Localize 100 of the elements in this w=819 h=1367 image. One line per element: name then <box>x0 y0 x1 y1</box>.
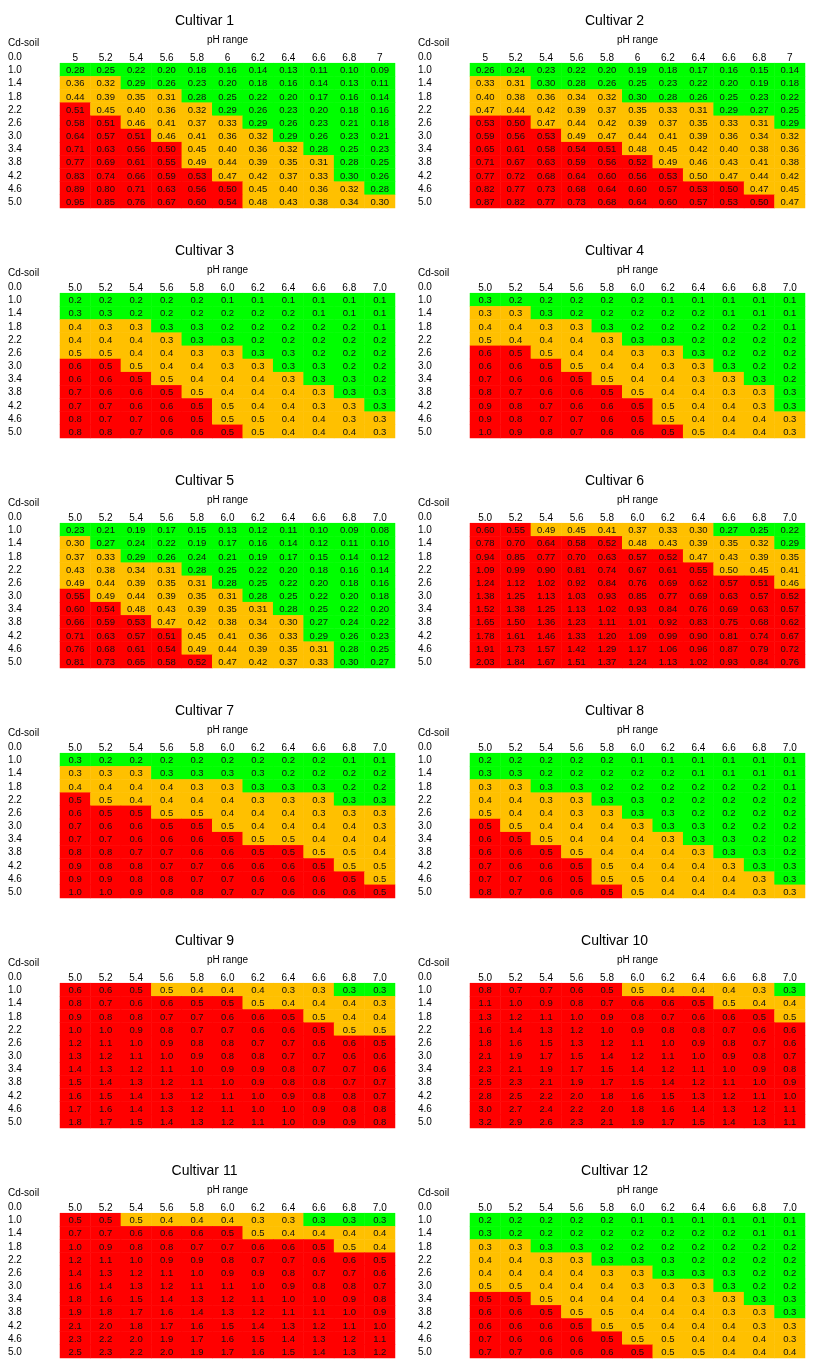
x-tick-label: 7.0 <box>782 511 798 523</box>
data-label: 0.5 <box>630 885 645 897</box>
data-label: 0.2 <box>691 1253 706 1265</box>
data-label: 0.7 <box>342 1266 356 1278</box>
data-label: 1.24 <box>475 576 495 588</box>
data-label: 0.23 <box>65 524 85 536</box>
data-label: 0.4 <box>478 1266 492 1278</box>
y-tick-label: 2.6 <box>8 116 23 128</box>
x-tick-label: 6.8 <box>342 971 357 983</box>
data-label: 1.0 <box>159 1050 174 1062</box>
data-label: 0.25 <box>370 642 390 654</box>
data-label: 1.9 <box>539 1063 553 1075</box>
y-tick-label: 1.4 <box>418 1227 433 1239</box>
x-axis-title: pH range <box>616 493 659 505</box>
data-label: 0.39 <box>567 103 586 115</box>
data-label: 0.3 <box>509 1240 523 1252</box>
data-label: 0.3 <box>661 333 675 345</box>
data-label: 0.2 <box>99 294 113 306</box>
data-label: 0.2 <box>752 1240 766 1252</box>
data-label: 0.3 <box>99 767 113 779</box>
data-label: 0.6 <box>190 833 204 845</box>
y-tick-label: 1.8 <box>418 1010 433 1022</box>
x-tick-label: 5.4 <box>129 511 144 523</box>
y-axis-title: Cd-soil <box>8 1186 40 1198</box>
x-tick-label: 6.2 <box>251 51 266 63</box>
data-label: 0.41 <box>157 116 176 128</box>
data-label: 0.2 <box>281 767 296 779</box>
data-label: 0.32 <box>248 130 268 142</box>
data-label: 0.3 <box>373 984 387 996</box>
data-label: 1.3 <box>220 1306 235 1318</box>
data-label: 0.6 <box>539 859 553 871</box>
y-tick-label: 0.0 <box>418 971 433 983</box>
x-tick-label: 5.4 <box>539 51 554 63</box>
data-label: 0.3 <box>373 820 387 832</box>
data-label: 0.3 <box>509 307 523 319</box>
data-label: 0.4 <box>539 333 553 345</box>
data-label: 0.2 <box>342 320 356 332</box>
data-label: 0.4 <box>752 425 766 437</box>
data-label: 0.8 <box>783 1063 797 1075</box>
data-label: 0.5 <box>129 360 143 372</box>
data-label: 0.4 <box>312 412 326 424</box>
data-label: 0.66 <box>126 169 146 181</box>
data-label: 0.5 <box>68 1214 82 1226</box>
x-tick-label: 6.2 <box>661 741 676 753</box>
y-tick-label: 5.0 <box>418 885 433 897</box>
data-label: 0.3 <box>220 767 235 779</box>
data-label: 0.34 <box>248 616 268 628</box>
data-label: 0.9 <box>68 872 82 884</box>
data-label: 0.3 <box>251 1214 265 1226</box>
data-label: 0.2 <box>752 1266 766 1278</box>
data-label: 0.7 <box>312 1266 326 1278</box>
data-label: 1.8 <box>600 1089 614 1101</box>
data-label: 1.5 <box>539 1036 553 1048</box>
data-label: 0.2 <box>691 793 706 805</box>
x-tick-label: 5.8 <box>600 511 615 523</box>
data-label: 0.4 <box>661 859 675 871</box>
data-label: 0.5 <box>539 846 553 858</box>
data-label: 0.3 <box>539 307 553 319</box>
x-tick-label: 5.4 <box>539 281 554 293</box>
x-tick-label: 5.8 <box>190 281 205 293</box>
data-label: 0.27 <box>719 524 739 536</box>
data-label: 1.2 <box>630 1050 645 1062</box>
y-tick-label: 3.8 <box>418 1306 433 1318</box>
data-label: 0.6 <box>68 373 82 385</box>
data-label: 0.3 <box>312 360 326 372</box>
y-tick-label: 4.6 <box>418 872 433 884</box>
data-label: 1.51 <box>567 655 586 667</box>
data-label: 0.5 <box>478 806 492 818</box>
data-label: 0.25 <box>370 156 390 168</box>
data-label: 0.16 <box>370 103 390 115</box>
data-label: 0.6 <box>509 846 523 858</box>
data-label: 0.4 <box>509 333 523 345</box>
data-label: 0.26 <box>157 550 176 562</box>
data-label: 0.4 <box>752 1332 766 1344</box>
data-label: 0.5 <box>281 846 296 858</box>
data-label: 1.4 <box>281 1332 296 1344</box>
data-label: 0.3 <box>691 1266 706 1278</box>
data-label: 0.27 <box>370 655 390 667</box>
data-label: 1.4 <box>129 1102 143 1114</box>
y-tick-label: 4.2 <box>8 1089 23 1101</box>
x-tick-label: 5.6 <box>569 1201 584 1213</box>
data-label: 0.2 <box>722 346 736 358</box>
data-label: 0.6 <box>569 984 584 996</box>
data-label: 0.60 <box>65 603 85 615</box>
data-label: 0.44 <box>628 130 647 142</box>
data-label: 0.50 <box>157 143 176 155</box>
data-label: 0.11 <box>309 64 328 76</box>
y-tick-label: 4.2 <box>418 859 433 871</box>
y-tick-label: 5.0 <box>8 1345 23 1357</box>
data-label: 0.2 <box>722 1227 736 1239</box>
data-label: 0.9 <box>342 1115 356 1127</box>
data-label: 0.12 <box>370 550 390 562</box>
data-label: 0.7 <box>281 1050 296 1062</box>
data-label: 0.7 <box>220 885 235 897</box>
data-label: 0.4 <box>68 320 82 332</box>
data-label: 0.78 <box>475 537 495 549</box>
data-label: 0.7 <box>342 1063 356 1075</box>
data-label: 0.4 <box>342 1227 356 1239</box>
data-label: 0.5 <box>373 1023 387 1035</box>
y-tick-label: 2.2 <box>418 1253 433 1265</box>
